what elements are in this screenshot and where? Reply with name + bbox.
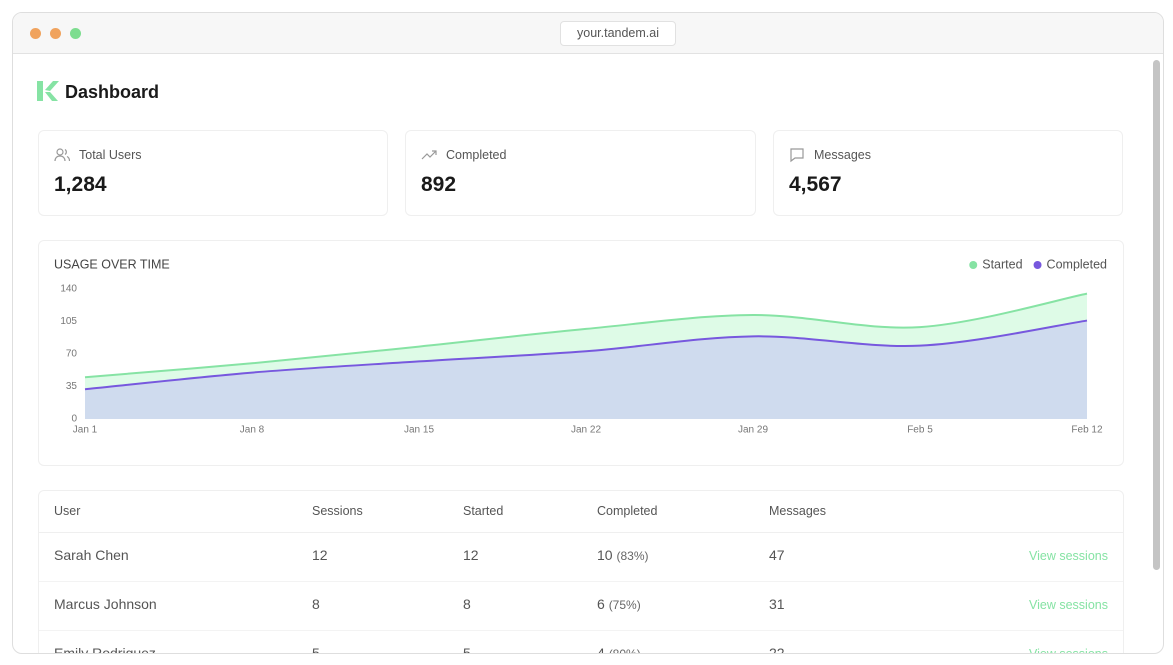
column-header: Sessions: [312, 504, 363, 518]
title-bar: your.tandem.ai: [13, 13, 1163, 54]
y-tick-label: 140: [60, 284, 77, 295]
y-tick-label: 35: [66, 381, 78, 392]
cell: 47: [769, 547, 785, 563]
completion-rate: (83%): [616, 549, 649, 563]
completion-rate: (75%): [608, 598, 641, 612]
cell: Sarah Chen: [54, 547, 129, 563]
stat-card: Completed 892: [405, 130, 756, 216]
stat-label: Completed: [446, 148, 507, 162]
y-tick-label: 70: [66, 349, 78, 360]
line: [84, 292, 1088, 379]
cell: 8: [312, 596, 320, 612]
x-tick-label: Jan 1: [73, 425, 98, 436]
x-tick-label: Jan 22: [571, 425, 601, 436]
stat-value: 4,567: [789, 173, 842, 196]
cell: 22: [769, 645, 785, 653]
chart-card: USAGE OVER TIME 0 35 70 105 140 Jan 1 Jan 8 Jan…: [38, 240, 1124, 466]
stat-label: Messages: [814, 148, 871, 162]
stat-value: 1,284: [54, 173, 107, 196]
x-tick-label: Jan 29: [738, 425, 768, 436]
view-sessions-link[interactable]: View sessions: [1029, 647, 1108, 653]
column-header: Started: [463, 504, 504, 518]
cell: 12: [463, 547, 479, 563]
row-divider: [39, 581, 1123, 582]
maximize-button[interactable]: [70, 28, 81, 39]
browser-window: your.tandem.ai Dashboard Total Users 1,2…: [12, 12, 1164, 654]
area: [85, 320, 1087, 419]
cell: Emily Rodriguez: [54, 645, 156, 653]
minimize-button[interactable]: [50, 28, 61, 39]
legend-label: Completed: [1047, 257, 1107, 271]
cell: 8: [463, 596, 471, 612]
x-tick-label: Jan 15: [404, 425, 434, 436]
stat-card: Messages 4,567: [773, 130, 1123, 216]
chart: USAGE OVER TIME 0 35 70 105 140 Jan 1 Jan 8 Jan…: [54, 257, 1107, 436]
table-card: User Sessions Started Completed Messages Sara…: [38, 490, 1124, 653]
view-sessions-link[interactable]: View sessions: [1029, 598, 1108, 612]
completion-rate: (80%): [609, 647, 641, 653]
url-bar[interactable]: your.tandem.ai: [560, 21, 676, 46]
stat-label: Total Users: [79, 148, 142, 162]
cell: 10 (83%): [597, 547, 649, 563]
x-tick-label: Feb 5: [907, 425, 933, 436]
legend-swatch: [1033, 261, 1042, 269]
stat-value: 892: [421, 173, 457, 196]
y-tick-label: 0: [71, 414, 77, 425]
legend-swatch: [969, 261, 978, 269]
line: [84, 319, 1088, 391]
legend-label: Started: [982, 257, 1022, 271]
logo: [37, 81, 59, 101]
column-header: Messages: [769, 504, 826, 518]
scrollbar[interactable]: [1153, 60, 1160, 570]
chart-title: USAGE OVER TIME: [54, 257, 170, 271]
stat-card: Total Users 1,284: [38, 130, 388, 216]
cell: 4 (80%): [597, 645, 641, 653]
message-icon: [790, 148, 804, 163]
cell: 5: [312, 645, 320, 653]
content: Dashboard Total Users 1,284 Completed 89…: [13, 54, 1163, 653]
cell: 31: [769, 596, 785, 612]
users-icon: [54, 148, 70, 162]
column-header: Completed: [597, 504, 658, 518]
cell: 6 (75%): [597, 596, 641, 612]
y-tick-label: 105: [60, 316, 77, 327]
view-sessions-link[interactable]: View sessions: [1029, 549, 1108, 563]
x-tick-label: Feb 12: [1071, 425, 1103, 436]
cell: Marcus Johnson: [54, 596, 157, 612]
row-divider: [39, 630, 1123, 631]
cell: 12: [312, 547, 328, 563]
x-tick-label: Jan 8: [240, 425, 265, 436]
page-title: Dashboard: [65, 82, 160, 102]
column-header: User: [54, 504, 81, 518]
trend-icon: [421, 150, 437, 160]
cell: 5: [463, 645, 471, 653]
close-button[interactable]: [30, 28, 41, 39]
header-divider: [39, 532, 1123, 533]
